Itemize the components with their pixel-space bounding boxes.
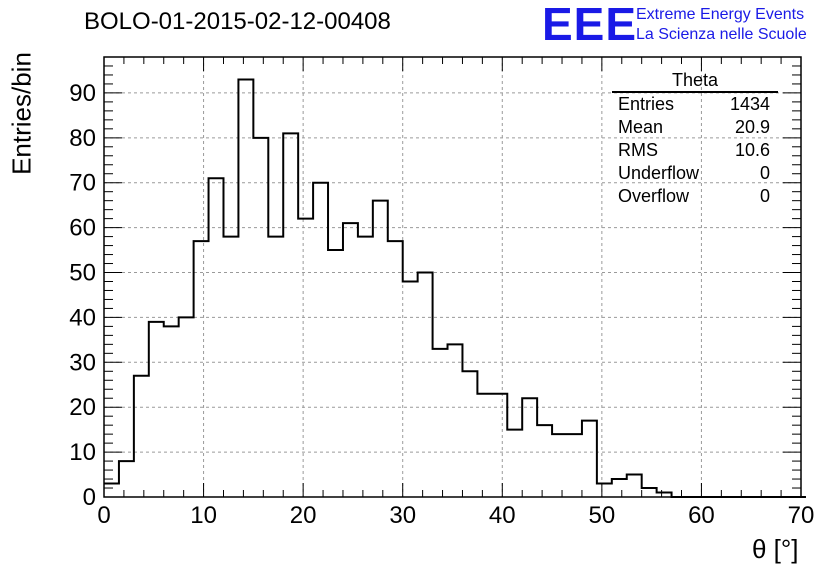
x-tick-label: 20: [290, 502, 317, 529]
x-tick-label: 50: [589, 502, 616, 529]
histogram-bin: [537, 425, 552, 497]
stats-label: Entries: [618, 94, 675, 114]
stats-label: Overflow: [618, 186, 690, 206]
y-tick-label: 90: [69, 80, 96, 107]
histogram-bin: [448, 344, 463, 497]
histogram-bin: [358, 237, 373, 497]
histogram-bin: [298, 219, 313, 497]
stats-value: 10.6: [734, 140, 770, 160]
histogram-bin: [119, 461, 134, 497]
grid-lines: [104, 57, 801, 497]
x-tick-label: 40: [489, 502, 516, 529]
y-tick-label: 40: [69, 304, 96, 331]
histogram-bin: [492, 394, 507, 497]
histogram-bin: [582, 421, 597, 497]
x-tick-label: 10: [190, 502, 217, 529]
histogram-bin: [642, 488, 657, 497]
histogram-bin: [343, 223, 358, 497]
y-tick-label: 50: [69, 260, 96, 287]
histogram-bin: [433, 349, 448, 497]
histogram-bin: [238, 79, 253, 497]
histogram-bin: [149, 322, 164, 497]
stats-row-rms: RMS 10.6: [612, 139, 778, 162]
chart-title: BOLO-01-2015-02-12-00408: [84, 8, 391, 35]
histogram-bin: [418, 273, 433, 497]
y-axis-label: Entries/bin: [6, 52, 37, 175]
histogram-bin: [134, 376, 149, 497]
histogram-bin: [313, 183, 328, 497]
histogram-bin: [477, 394, 492, 497]
stats-value: 0: [759, 163, 770, 183]
logo-line-1: Extreme Energy Events: [636, 6, 805, 23]
stats-value: 0: [759, 186, 770, 206]
histogram-bin: [403, 281, 418, 497]
stats-label: Underflow: [618, 163, 700, 183]
histogram-bin: [388, 241, 403, 497]
stats-row-mean: Mean 20.9: [612, 116, 778, 139]
stats-value: 1434: [729, 94, 770, 114]
y-tick-label: 10: [69, 439, 96, 466]
y-tick-label: 0: [83, 484, 96, 511]
histogram-bars: [104, 78, 806, 498]
y-tick-label: 70: [69, 170, 96, 197]
histogram-bin: [612, 479, 627, 497]
x-axis-label: θ [°]: [752, 534, 799, 564]
y-tick-label: 30: [69, 349, 96, 376]
histogram-bin: [209, 178, 224, 497]
histogram-bin: [283, 133, 298, 497]
histogram-outline: [104, 78, 806, 498]
histogram-bin: [462, 371, 477, 497]
histogram-bin: [104, 484, 119, 497]
stats-value: 20.9: [734, 117, 770, 137]
histogram-bin: [268, 237, 283, 497]
stats-box: Theta Entries 1434 Mean 20.9 RMS 10.6 Un…: [612, 71, 778, 208]
histogram-bin: [567, 434, 582, 497]
histogram-bin: [627, 475, 642, 497]
stats-title: Theta: [612, 71, 778, 93]
histogram-bin: [164, 326, 179, 497]
histogram-bin: [373, 201, 388, 497]
y-tick-label: 60: [69, 215, 96, 242]
histogram-bin: [328, 250, 343, 497]
y-tick-label: 80: [69, 125, 96, 152]
histogram-bin: [552, 434, 567, 497]
stats-label: Mean: [618, 117, 664, 137]
histogram-bin: [597, 484, 612, 497]
histogram-bin: [223, 237, 238, 497]
histogram-bin: [253, 138, 268, 497]
eee-logo: EEE: [542, 0, 638, 50]
plot-frame: [103, 56, 802, 498]
histogram-bin: [194, 241, 209, 497]
stats-row-overflow: Overflow 0: [612, 185, 778, 208]
histogram-bin: [179, 317, 194, 497]
histogram-bin: [522, 398, 537, 497]
stats-row-entries: Entries 1434: [612, 93, 778, 116]
logo-line-2: La Scienza nelle Scuole: [636, 26, 807, 43]
stats-label: RMS: [618, 140, 658, 160]
stats-row-underflow: Underflow 0: [612, 162, 778, 185]
x-tick-label: 70: [788, 502, 815, 529]
x-tick-label: 60: [688, 502, 715, 529]
histogram-bin: [507, 430, 522, 497]
axes: 0 10 20 30 40 50 60 70 0 10 20 30 40 50 60 70 80 90: [69, 56, 815, 529]
x-tick-label: 30: [389, 502, 416, 529]
y-tick-label: 20: [69, 394, 96, 421]
x-tick-label: 0: [97, 502, 110, 529]
